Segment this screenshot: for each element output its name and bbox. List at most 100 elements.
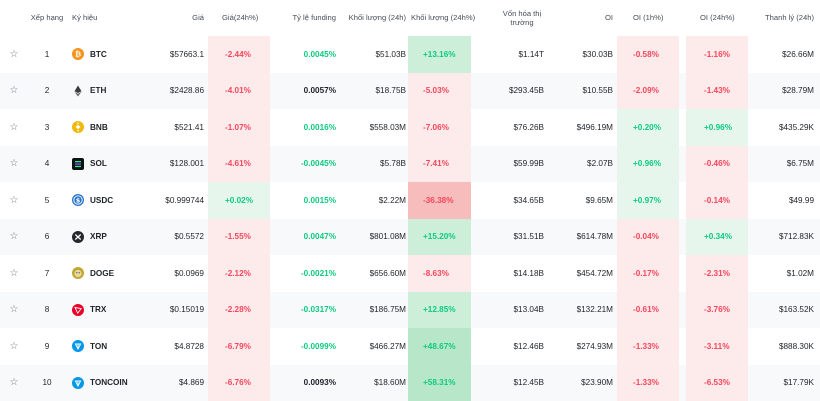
table-row[interactable]: ☆ 5 $ USDC $0.999744 +0.02% 0.0015% $2.2…: [0, 182, 820, 219]
header-symbol[interactable]: Ký hiệu: [72, 13, 98, 23]
oi-cell: $614.78M: [576, 232, 613, 242]
funding-rate-cell: 0.0047%: [303, 232, 336, 242]
tron-icon: [72, 303, 84, 316]
liquidation-cell: $712.83K: [778, 232, 814, 242]
toncoin-icon: [72, 340, 84, 353]
symbol-cell[interactable]: TRX: [72, 292, 150, 329]
price-change-cell: -4.61%: [208, 145, 270, 182]
symbol-cell[interactable]: BNB: [72, 109, 150, 146]
table-row[interactable]: ☆ 7 DOGE $0.0969 -2.12% -0.0021% $656.60…: [0, 255, 820, 292]
star-icon: ☆: [9, 85, 19, 97]
favorite-star-button[interactable]: ☆: [4, 146, 24, 183]
volume-cell: $18.75B: [375, 86, 406, 96]
volume-change-cell: -36.38%: [408, 182, 471, 219]
star-icon: ☆: [9, 48, 19, 60]
table-row[interactable]: ☆ 1 ₿ BTC $57663.1 -2.44% 0.0045% $51.03…: [0, 36, 820, 73]
oi-1h-cell: -1.33%: [617, 328, 679, 365]
price-cell: $0.0969: [174, 268, 204, 278]
symbol-cell[interactable]: TONCOIN: [72, 365, 150, 401]
price-change-cell: -2.44%: [208, 36, 270, 73]
favorite-star-button[interactable]: ☆: [4, 109, 24, 146]
volume-cell: $186.75M: [369, 305, 406, 315]
favorite-star-button[interactable]: ☆: [4, 255, 24, 292]
oi-1h-cell: -0.58%: [617, 36, 679, 73]
favorite-star-button[interactable]: ☆: [4, 328, 24, 365]
favorite-star-button[interactable]: ☆: [4, 365, 24, 401]
table-row[interactable]: ☆ 4 SOL $128.001 -4.61% -0.0045% $5.78B …: [0, 145, 820, 183]
symbol-cell[interactable]: ETH: [72, 73, 150, 110]
oi-1h-cell: -1.33%: [617, 364, 679, 401]
rank-cell: 5: [44, 195, 50, 205]
volume-cell: $5.78B: [380, 159, 406, 169]
oi-1h-cell: -2.09%: [617, 72, 679, 109]
funding-rate-cell: 0.0045%: [303, 49, 336, 59]
price-cell: $0.5572: [174, 232, 204, 242]
price-cell: $4.8728: [174, 341, 204, 351]
symbol-cell[interactable]: DOGE: [72, 255, 150, 292]
liquidation-cell: $6.75M: [786, 159, 814, 169]
favorite-star-button[interactable]: ☆: [4, 182, 24, 219]
liquidation-cell: $28.79M: [782, 86, 814, 96]
header-price[interactable]: Giá: [192, 13, 204, 23]
table-row[interactable]: ☆ 9 TON $4.8728 -6.79% -0.0099% $466.27M…: [0, 328, 820, 365]
price-cell: $0.999744: [165, 195, 204, 205]
symbol-label: BNB: [90, 122, 108, 132]
table-row[interactable]: ☆ 10 TONCOIN $4.869 -6.76% 0.0093% $18.6…: [0, 364, 820, 401]
price-change-cell: -2.12%: [208, 255, 270, 292]
svg-text:$: $: [76, 197, 81, 205]
symbol-cell[interactable]: $ USDC: [72, 182, 150, 219]
symbol-label: TONCOIN: [90, 378, 128, 388]
oi-24h-cell: +0.34%: [686, 218, 748, 255]
header-oi[interactable]: OI: [604, 13, 613, 23]
header-oi-1h[interactable]: OI (1h%): [633, 13, 664, 23]
liquidation-cell: $435.29K: [778, 122, 814, 132]
header-volume-change[interactable]: Khối lượng (24h%): [411, 13, 476, 23]
rank-cell: 1: [44, 49, 50, 59]
symbol-cell[interactable]: ₿ BTC: [72, 36, 150, 73]
star-icon: ☆: [9, 267, 19, 279]
header-liquidation[interactable]: Thanh lý (24h): [765, 13, 814, 23]
bitcoin-icon: ₿: [72, 48, 84, 61]
header-market-cap[interactable]: Vốn hóa thị trường: [502, 8, 542, 28]
volume-change-cell: +58.31%: [408, 364, 471, 401]
oi-cell: $23.90M: [581, 378, 613, 388]
symbol-cell[interactable]: TON: [72, 328, 150, 365]
header-price-change[interactable]: Giá(24h%): [222, 13, 259, 23]
volume-cell: $466.27M: [369, 341, 406, 351]
price-change-cell: -1.07%: [208, 109, 270, 146]
rank-cell: 9: [44, 341, 50, 351]
oi-1h-cell: -0.17%: [617, 255, 679, 292]
symbol-cell[interactable]: XRP: [72, 219, 150, 256]
favorite-star-button[interactable]: ☆: [4, 292, 24, 329]
table-row[interactable]: ☆ 8 TRX $0.15019 -2.28% -0.0317% $186.75…: [0, 291, 820, 329]
favorite-star-button[interactable]: ☆: [4, 36, 24, 73]
oi-24h-cell: -3.76%: [686, 291, 748, 328]
price-change-cell: -2.28%: [208, 291, 270, 328]
symbol-cell[interactable]: SOL: [72, 146, 150, 183]
market-cap-cell: $293.45B: [508, 86, 544, 96]
star-icon: ☆: [9, 231, 19, 243]
volume-change-cell: -7.41%: [408, 145, 471, 182]
table-row[interactable]: ☆ 2 ETH $2428.86 -4.01% 0.0057% $18.75B …: [0, 72, 820, 110]
table-row[interactable]: ☆ 6 XRP $0.5572 -1.55% 0.0047% $801.08M …: [0, 218, 820, 256]
header-rank[interactable]: Xếp hạng: [30, 13, 64, 23]
favorite-star-button[interactable]: ☆: [4, 219, 24, 256]
star-icon: ☆: [9, 194, 19, 206]
table-row[interactable]: ☆ 3 BNB $521.41 -1.07% 0.0016% $558.03M …: [0, 109, 820, 146]
price-change-cell: +0.02%: [208, 182, 270, 219]
symbol-label: SOL: [90, 159, 107, 169]
rank-cell: 4: [44, 159, 50, 169]
oi-1h-cell: -0.61%: [617, 291, 679, 328]
oi-1h-cell: +0.20%: [617, 109, 679, 146]
header-oi-24h[interactable]: OI (24h%): [700, 13, 735, 23]
header-volume[interactable]: Khối lượng (24h): [348, 13, 406, 23]
favorite-star-button[interactable]: ☆: [4, 73, 24, 110]
oi-1h-cell: +0.96%: [617, 145, 679, 182]
rank-cell: 6: [44, 232, 50, 242]
symbol-label: DOGE: [90, 268, 115, 278]
header-funding-rate[interactable]: Tỷ lệ funding: [292, 13, 336, 23]
price-change-cell: -6.79%: [208, 328, 270, 365]
price-cell: $521.41: [174, 122, 204, 132]
symbol-label: ETH: [90, 86, 107, 96]
star-icon: ☆: [9, 158, 19, 170]
